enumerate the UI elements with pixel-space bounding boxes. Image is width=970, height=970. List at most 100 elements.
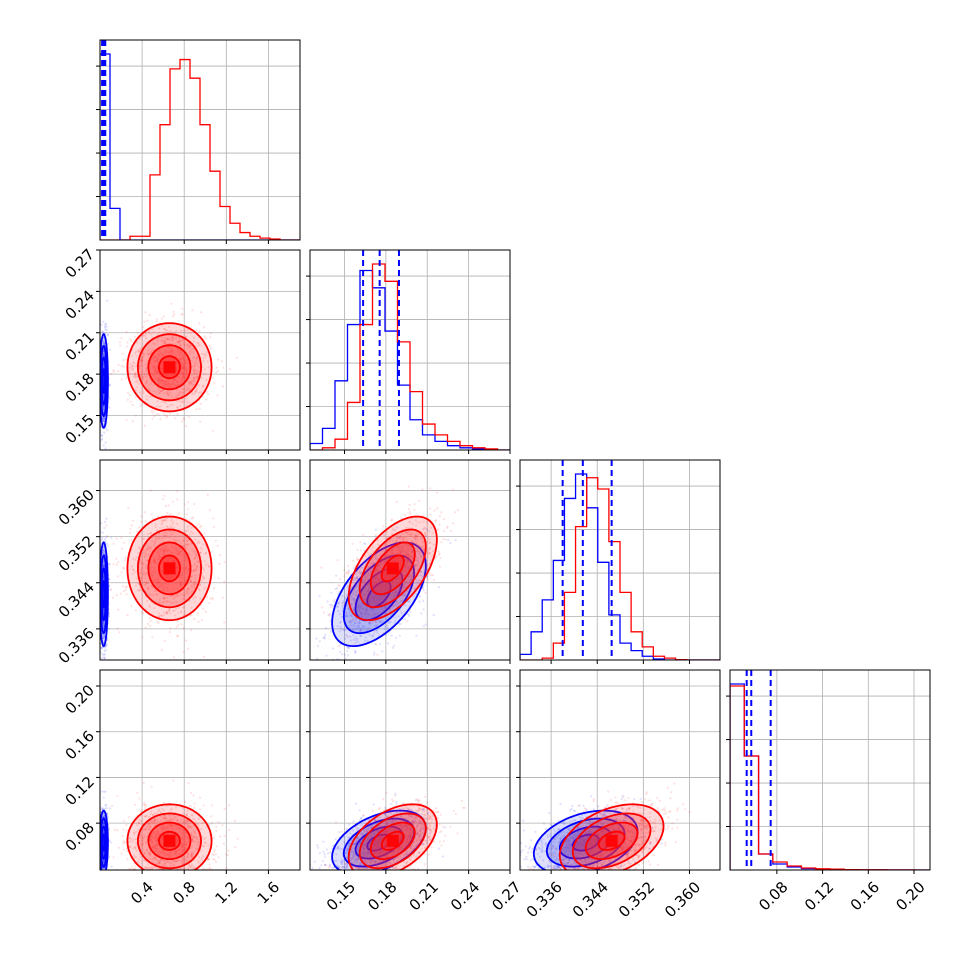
scatter-point	[162, 585, 165, 588]
scatter-point	[140, 568, 143, 571]
scatter-point	[193, 370, 196, 373]
scatter-point	[155, 593, 158, 596]
scatter-point	[165, 379, 168, 383]
scatter-point	[177, 383, 180, 386]
scatter-point	[160, 352, 163, 355]
scatter-point	[146, 547, 149, 551]
scatter-point	[346, 649, 349, 652]
scatter-point	[218, 562, 221, 565]
scatter-point	[192, 569, 195, 572]
scatter-point	[185, 368, 188, 372]
scatter-point	[193, 582, 196, 585]
scatter-point	[165, 550, 168, 553]
scatter-point	[150, 573, 153, 576]
scatter-point	[182, 651, 185, 654]
scatter-point	[111, 596, 115, 599]
scatter-point	[106, 334, 109, 337]
scatter-point	[104, 328, 107, 331]
scatter-point	[180, 574, 183, 577]
scatter-point	[140, 359, 143, 362]
scatter-point	[131, 420, 134, 423]
scatter-point	[162, 588, 165, 591]
scatter-point	[168, 548, 171, 551]
scatter-point	[103, 417, 106, 420]
scatter-point	[192, 376, 195, 379]
scatter-point	[147, 353, 150, 356]
scatter-point	[176, 376, 179, 379]
scatter-point	[315, 637, 318, 640]
scatter-point	[141, 389, 144, 392]
scatter-point	[102, 565, 105, 568]
scatter-point	[164, 505, 168, 508]
scatter-point	[170, 383, 173, 386]
scatter-point	[102, 365, 105, 368]
scatter-point	[184, 362, 187, 365]
scatter-point	[142, 570, 146, 573]
scatter-point	[182, 366, 185, 369]
scatter-point	[155, 557, 159, 560]
scatter-point	[171, 348, 174, 351]
scatter-point	[102, 623, 105, 626]
scatter-point	[140, 561, 144, 564]
scatter-point	[102, 350, 105, 353]
scatter-point	[186, 328, 189, 331]
scatter-point	[206, 596, 209, 599]
scatter-point	[102, 565, 105, 568]
scatter-point	[182, 355, 185, 358]
scatter-point	[325, 654, 328, 657]
scatter-point	[123, 590, 126, 593]
scatter-point	[200, 377, 203, 380]
scatter-point	[182, 375, 185, 378]
scatter-point	[432, 613, 435, 617]
scatter-point	[185, 556, 188, 559]
scatter-point	[163, 639, 166, 643]
scatter-point	[180, 358, 183, 361]
scatter-point	[138, 337, 141, 340]
scatter-point	[176, 498, 179, 501]
scatter-point	[125, 585, 129, 588]
scatter-point	[148, 377, 151, 380]
scatter-point	[102, 417, 105, 420]
scatter-point	[103, 526, 106, 529]
scatter-point	[422, 589, 425, 592]
scatter-point	[204, 610, 207, 613]
scatter-point	[167, 504, 170, 507]
scatter-point	[170, 329, 173, 332]
scatter-point	[193, 601, 196, 604]
scatter-point	[102, 608, 105, 611]
scatter-point	[141, 359, 144, 362]
scatter-point	[104, 322, 107, 325]
scatter-point	[160, 356, 163, 359]
scatter-point	[142, 562, 145, 565]
scatter-point	[166, 384, 169, 387]
scatter-point	[189, 382, 192, 385]
scatter-point	[162, 526, 165, 529]
scatter-point	[162, 315, 165, 318]
scatter-point	[134, 558, 137, 561]
scatter-point	[153, 366, 156, 369]
scatter-point	[170, 525, 173, 528]
scatter-point	[182, 366, 185, 369]
scatter-point	[162, 553, 165, 556]
scatter-point	[165, 519, 168, 522]
scatter-point	[194, 389, 197, 392]
scatter-point	[155, 359, 159, 362]
scatter-point	[127, 391, 130, 395]
scatter-point	[147, 553, 150, 556]
scatter-point	[157, 383, 160, 386]
scatter-point	[102, 608, 105, 611]
scatter-point	[150, 362, 153, 365]
scatter-point	[123, 541, 126, 544]
scatter-point	[112, 369, 115, 372]
scatter-point	[167, 326, 170, 329]
scatter-point	[186, 385, 189, 388]
scatter-point	[122, 567, 125, 570]
scatter-point	[103, 563, 106, 567]
scatter-point	[147, 545, 150, 548]
red-histogram	[310, 263, 510, 450]
scatter-point	[182, 364, 185, 367]
scatter-point	[157, 612, 160, 615]
scatter-point	[173, 378, 176, 381]
scatter-point	[184, 360, 187, 363]
scatter-point	[102, 366, 105, 370]
